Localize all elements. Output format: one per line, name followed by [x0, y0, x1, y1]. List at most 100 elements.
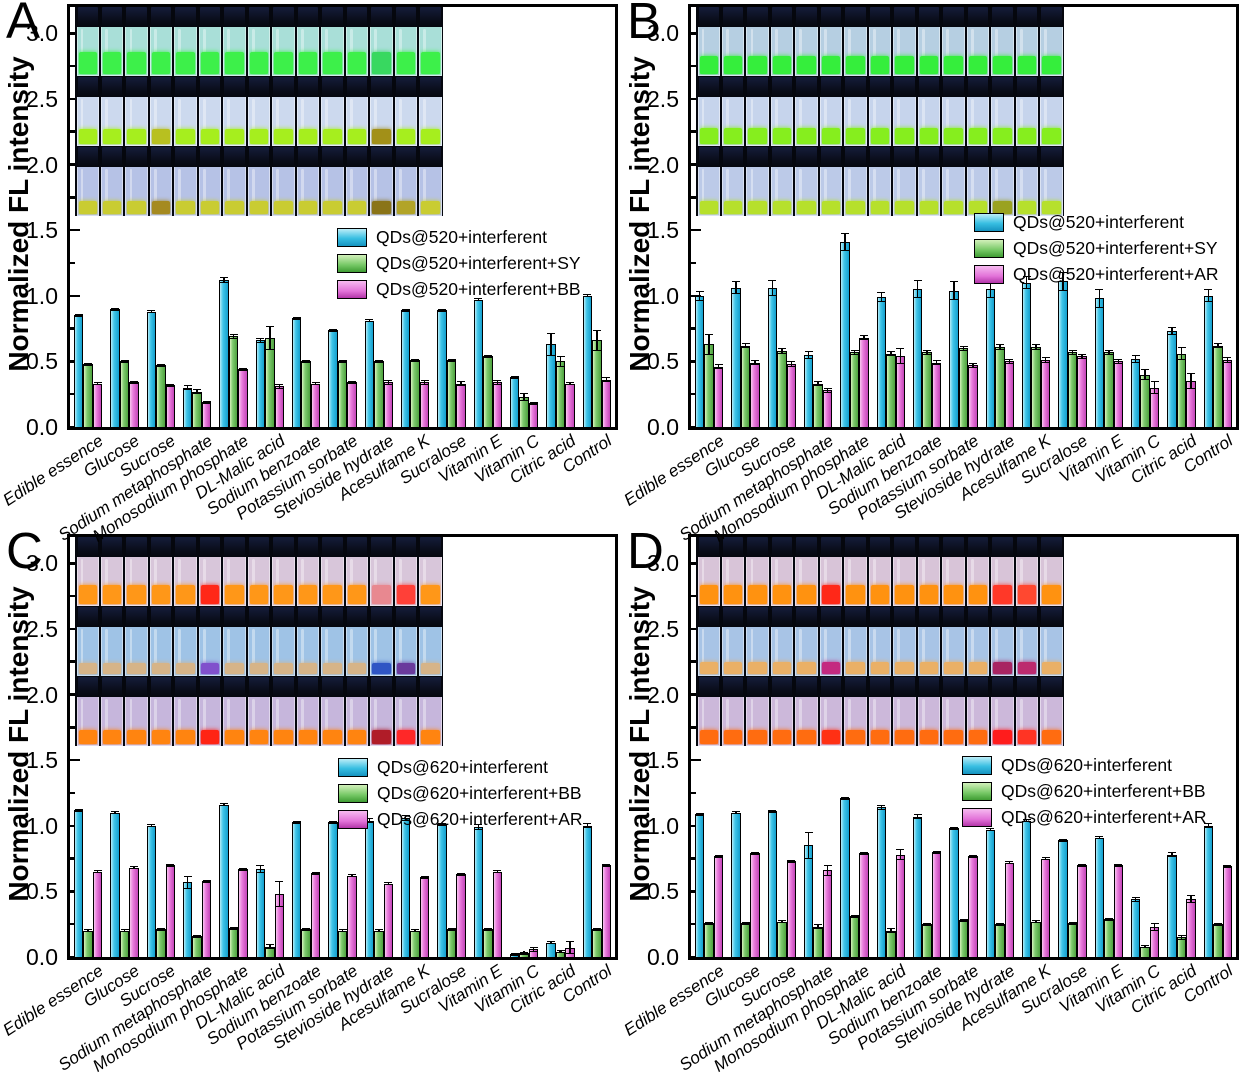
vial-body: [370, 97, 393, 146]
error-bar: [510, 953, 519, 957]
vial-body: [247, 627, 271, 676]
vial-cap: [698, 607, 719, 627]
bar: [400, 817, 411, 957]
error-bar: [401, 308, 410, 312]
bar: [1203, 295, 1214, 427]
bar: [886, 930, 896, 957]
vial-body: [321, 27, 344, 76]
bar: [400, 310, 411, 427]
vial-cap: [126, 147, 147, 167]
y-minor-tick: [70, 594, 75, 598]
cuvette-vial: [345, 77, 369, 146]
error-bar: [420, 379, 429, 385]
error-bar: [193, 934, 202, 938]
cuvette-vial: [296, 677, 320, 746]
bar: [740, 345, 751, 427]
cuvette-vial: [795, 77, 818, 146]
vial-liquid: [821, 729, 841, 744]
vial-body: [76, 627, 99, 676]
legend-row: QDs@520+interferent+AR: [974, 261, 1219, 287]
legend-swatch: [338, 809, 368, 829]
vial-body: [1040, 627, 1063, 676]
vial-cap: [943, 77, 964, 97]
cuvette-vial: [296, 7, 320, 76]
error-bar: [1041, 357, 1050, 363]
vial-cap: [918, 677, 940, 697]
cuvette-vial: [966, 77, 990, 146]
error-bar: [483, 354, 492, 358]
error-bar: [592, 928, 601, 932]
vial-cap: [771, 607, 793, 627]
bar: [310, 383, 321, 427]
cuvette-vial: [844, 537, 867, 606]
cuvette-vial: [419, 77, 442, 146]
error-bar: [556, 950, 565, 954]
cuvette-vial: [1015, 7, 1039, 76]
bar: [786, 364, 797, 427]
legend-row: QDs@620+interferent+AR: [338, 806, 583, 832]
vial-cap: [1041, 77, 1062, 97]
bar: [456, 874, 466, 957]
legend-label: QDs@520+interferent+AR: [1013, 263, 1219, 284]
vial-cap: [420, 7, 441, 27]
bar: [383, 382, 394, 427]
bar: [1149, 926, 1160, 957]
error-bar: [401, 815, 410, 821]
error-bar: [877, 291, 886, 303]
error-bar: [256, 865, 265, 873]
bar: [410, 930, 420, 957]
vial-cap: [894, 677, 915, 697]
legend-swatch: [974, 238, 1004, 258]
bar: [192, 936, 202, 957]
cuvette-vial: [942, 147, 965, 216]
cuvette-photo-inset: [696, 537, 1064, 746]
bar: [713, 855, 724, 957]
y-tick-label: 1.5: [26, 217, 58, 244]
cuvette-vial: [795, 147, 818, 216]
vial-liquid: [176, 663, 195, 674]
cuvette-vial: [394, 77, 418, 146]
error-bar: [814, 924, 823, 930]
bar: [146, 311, 157, 427]
vial-cap: [796, 537, 817, 557]
error-bar: [896, 348, 905, 364]
bar: [840, 241, 850, 427]
cuvette-vial: [100, 77, 124, 146]
vial-cap: [175, 7, 196, 27]
vial-body: [247, 557, 271, 606]
cuvette-vial: [770, 537, 794, 606]
error-bar: [529, 946, 538, 952]
bar: [238, 869, 248, 957]
vial-cap: [698, 147, 719, 167]
error-bar: [275, 880, 284, 908]
vial-liquid: [699, 662, 718, 674]
cuvette-vial: [247, 537, 271, 606]
vial-body: [1040, 697, 1063, 746]
error-bar: [950, 827, 958, 831]
error-bar: [1131, 896, 1140, 902]
bar: [119, 930, 130, 957]
cuvette-vial: [770, 7, 794, 76]
vial-liquid: [797, 662, 816, 674]
vial-cap: [796, 7, 817, 27]
error-bar: [93, 382, 102, 386]
error-bar: [877, 804, 886, 810]
error-bar: [483, 928, 492, 932]
cuvette-vial: [125, 537, 148, 606]
cuvette-vial: [721, 77, 745, 146]
vial-liquid: [249, 200, 269, 214]
cuvette-vial: [345, 537, 369, 606]
error-bar: [1022, 819, 1031, 823]
vial-cap: [820, 607, 842, 627]
vial-cap: [845, 7, 866, 27]
vial-liquid: [723, 662, 743, 674]
vial-body: [697, 627, 720, 676]
bar: [1213, 345, 1223, 427]
vial-liquid: [347, 128, 367, 144]
vial-body: [345, 167, 369, 216]
vial-liquid: [249, 663, 269, 674]
y-minor-tick: [70, 130, 75, 133]
cuvette-photo-inset: [75, 537, 443, 746]
vial-liquid: [968, 55, 988, 74]
cuvette-vial: [697, 147, 720, 216]
